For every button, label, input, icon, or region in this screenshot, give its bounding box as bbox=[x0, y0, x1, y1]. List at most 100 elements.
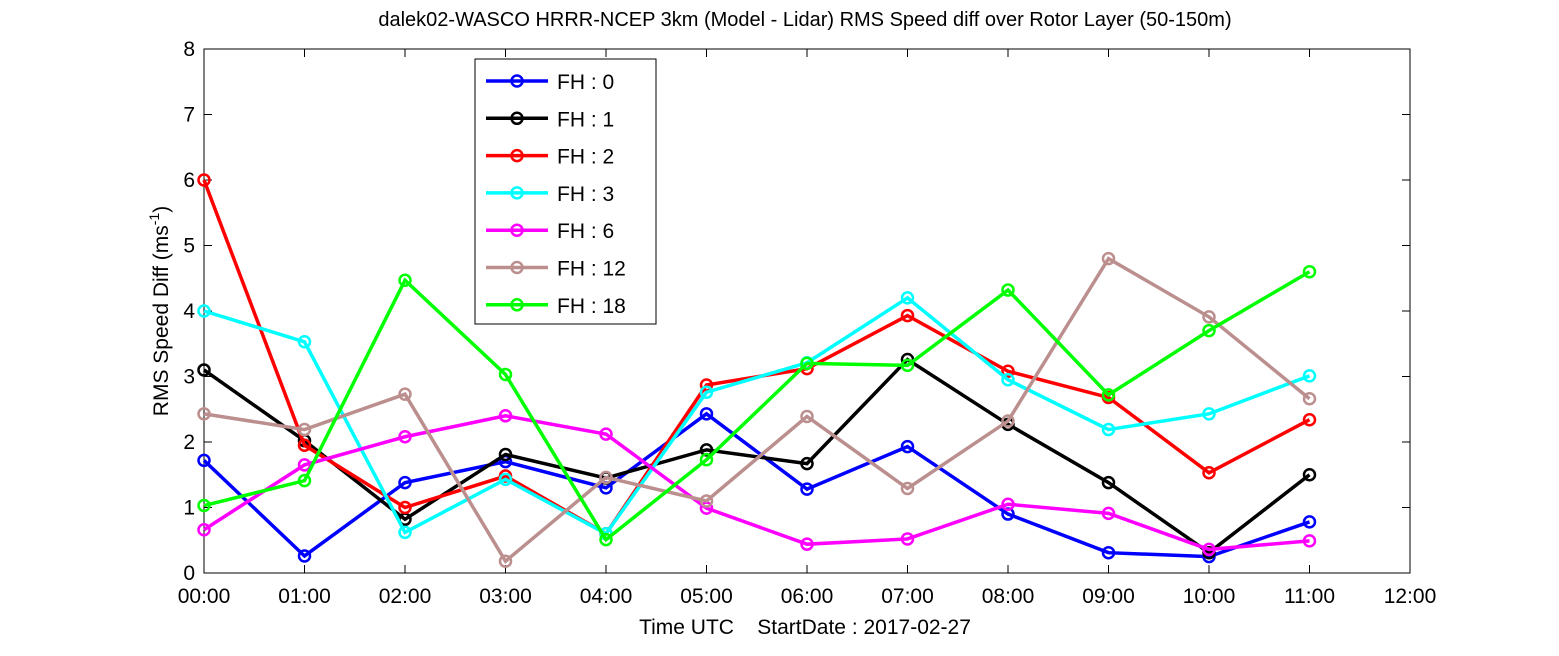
data-point bbox=[900, 308, 915, 323]
x-tick-label: 01:00 bbox=[278, 585, 331, 608]
legend-swatch-marker bbox=[510, 298, 524, 312]
data-point bbox=[699, 385, 714, 399]
legend-label: FH : 3 bbox=[557, 183, 614, 206]
data-point bbox=[1302, 392, 1317, 406]
legend-item: FH : 0 bbox=[486, 71, 614, 94]
series-line bbox=[203, 256, 1311, 564]
legend-item: FH : 1 bbox=[486, 108, 614, 131]
x-axis-label: Time UTC StartDate : 2017-02-27 bbox=[639, 616, 971, 639]
series-line bbox=[203, 270, 1311, 543]
x-axis-ticks: 00:00 01:00 02:00 03:00 04:00 05:00 06:00 07:00… bbox=[178, 49, 1437, 608]
data-point bbox=[398, 500, 412, 515]
series-5 bbox=[197, 251, 1317, 568]
data-point bbox=[297, 473, 312, 488]
data-point bbox=[197, 407, 211, 421]
data-point bbox=[1302, 468, 1317, 482]
data-point bbox=[398, 430, 412, 444]
x-tick-label: 08:00 bbox=[982, 585, 1035, 608]
data-point bbox=[197, 304, 211, 318]
data-point bbox=[900, 481, 915, 496]
legend-item: FH : 12 bbox=[486, 258, 626, 281]
legend-swatch-marker bbox=[510, 260, 524, 275]
x-tick-label: 10:00 bbox=[1183, 585, 1236, 608]
x-tick-label: 12:00 bbox=[1384, 585, 1437, 608]
data-point bbox=[498, 409, 513, 423]
legend-item: FH : 6 bbox=[486, 220, 614, 243]
series-line bbox=[202, 411, 1311, 559]
data-point bbox=[900, 439, 915, 454]
data-point bbox=[1202, 466, 1216, 480]
data-point bbox=[1001, 364, 1015, 379]
data-point bbox=[498, 367, 513, 382]
y-tick-label: 1 bbox=[183, 497, 195, 520]
y-tick-label: 2 bbox=[183, 431, 195, 454]
legend-swatch-marker bbox=[510, 74, 524, 88]
legend-label: FH : 1 bbox=[557, 108, 614, 131]
legend-item: FH : 2 bbox=[486, 146, 614, 169]
data-point bbox=[800, 456, 814, 471]
legend-label: FH : 12 bbox=[557, 258, 626, 281]
data-point bbox=[699, 494, 714, 508]
legend-swatch-marker bbox=[510, 223, 524, 237]
data-point bbox=[398, 387, 412, 401]
data-point bbox=[1101, 475, 1116, 490]
data-point bbox=[599, 532, 613, 547]
data-point bbox=[297, 438, 312, 453]
y-tick-label: 7 bbox=[183, 104, 195, 127]
data-point bbox=[900, 532, 915, 546]
x-tick-label: 07:00 bbox=[881, 585, 934, 608]
data-point bbox=[1001, 497, 1015, 511]
data-point bbox=[498, 447, 513, 462]
data-point bbox=[1101, 506, 1116, 521]
legend-swatch-marker bbox=[510, 148, 524, 163]
data-point bbox=[297, 335, 312, 349]
legend-swatch-marker bbox=[510, 186, 524, 200]
data-point bbox=[1101, 388, 1116, 402]
data-point bbox=[800, 537, 814, 551]
series-0 bbox=[197, 407, 1317, 564]
data-point bbox=[297, 458, 312, 472]
y-tick-label: 3 bbox=[183, 366, 195, 389]
y-tick-label: 5 bbox=[183, 235, 195, 258]
data-point bbox=[1302, 412, 1317, 427]
x-tick-label: 04:00 bbox=[580, 585, 633, 608]
legend-label: FH : 0 bbox=[557, 71, 614, 94]
data-point bbox=[498, 472, 513, 487]
legend-box bbox=[474, 58, 657, 325]
data-point bbox=[900, 358, 915, 373]
x-tick-label: 11:00 bbox=[1284, 585, 1335, 608]
data-point bbox=[197, 523, 211, 537]
data-point bbox=[1101, 251, 1116, 266]
chart-title: dalek02-WASCO HRRR-NCEP 3km (Model - Lid… bbox=[378, 9, 1231, 31]
data-point bbox=[197, 453, 211, 468]
data-point bbox=[1302, 264, 1317, 279]
x-tick-label: 00:00 bbox=[178, 585, 231, 608]
data-point bbox=[498, 554, 513, 568]
series-line bbox=[203, 295, 1311, 536]
data-point bbox=[398, 525, 412, 540]
data-point bbox=[1302, 515, 1317, 529]
data-point bbox=[1001, 414, 1015, 428]
data-point bbox=[1302, 369, 1317, 383]
series-layer bbox=[197, 173, 1317, 568]
y-axis-label: RMS Speed Diff (ms-1) bbox=[146, 206, 173, 416]
data-point bbox=[297, 422, 312, 437]
data-point bbox=[398, 273, 412, 287]
data-point bbox=[900, 291, 915, 305]
data-point bbox=[197, 498, 211, 513]
data-point bbox=[800, 356, 814, 371]
legend-swatch-marker bbox=[510, 111, 524, 126]
series-6 bbox=[197, 264, 1317, 547]
data-point bbox=[1202, 323, 1216, 338]
data-point bbox=[1001, 283, 1015, 297]
x-tick-label: 06:00 bbox=[781, 585, 834, 608]
series-3 bbox=[197, 291, 1317, 541]
data-point bbox=[1101, 422, 1116, 437]
y-axis-label-superscript: -1 bbox=[146, 213, 162, 226]
legend-item: FH : 18 bbox=[486, 295, 626, 318]
data-point bbox=[699, 452, 714, 467]
legend-item: FH : 3 bbox=[486, 183, 614, 206]
series-4 bbox=[197, 409, 1317, 557]
data-point bbox=[1101, 545, 1116, 560]
